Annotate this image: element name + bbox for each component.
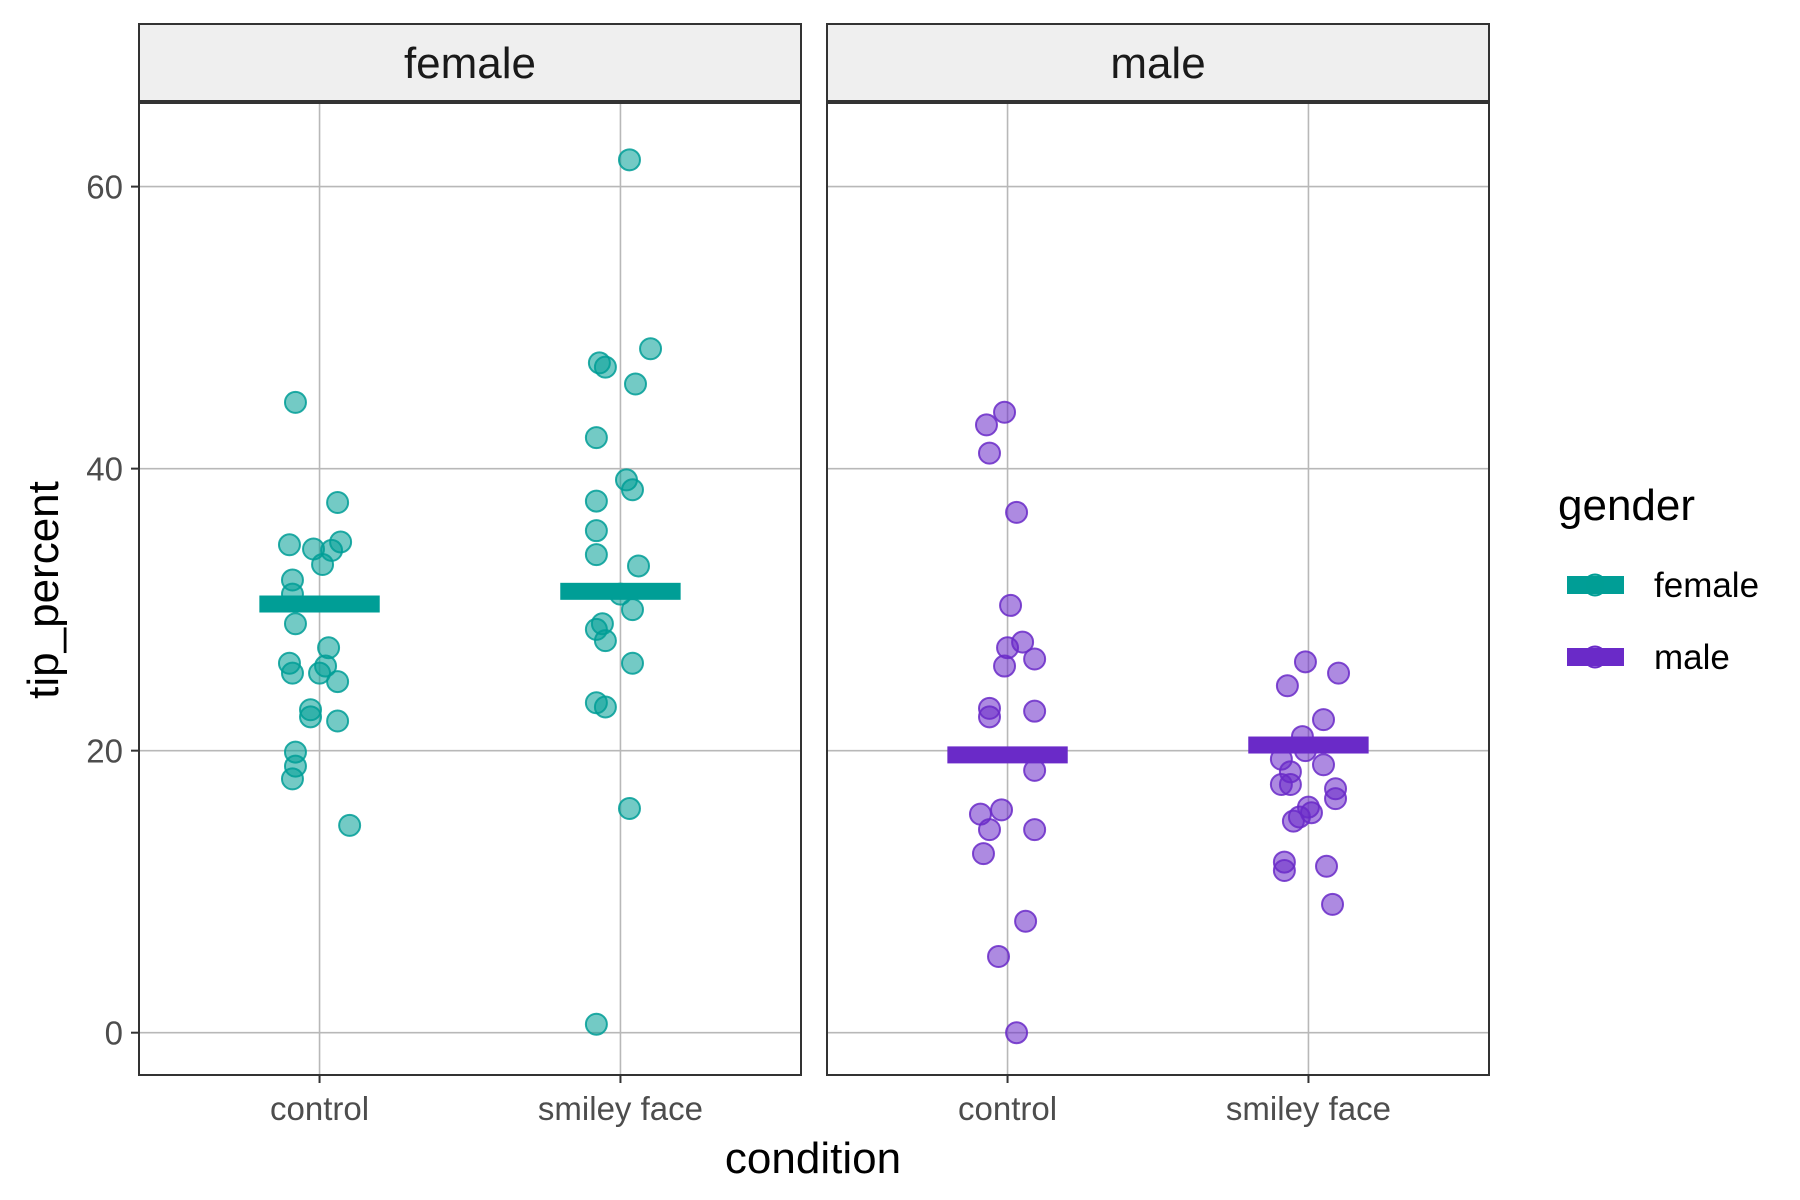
- data-point-female-smiley-face-12: [627, 554, 651, 578]
- data-point-male-smiley-face-21: [1321, 892, 1345, 916]
- x-axis-title: condition: [725, 1134, 901, 1183]
- y-tick-label-40: 40: [86, 451, 123, 488]
- x-tick-label-smiley-face: smiley face: [538, 1090, 703, 1127]
- data-point-male-smiley-face-8: [1312, 753, 1335, 777]
- data-point-female-control-2: [326, 490, 350, 514]
- legend-item-male: male: [1567, 638, 1730, 677]
- facet-panel-male: male control smiley face: [826, 23, 1490, 1127]
- legend-key-point: [1583, 645, 1607, 669]
- data-point-male-control-2: [993, 400, 1017, 424]
- y-tick-label-20: 20: [86, 733, 123, 770]
- data-point-male-smiley-face-1: [1293, 650, 1317, 674]
- data-point-female-control-10: [283, 612, 307, 636]
- data-point-male-control-4: [1005, 500, 1029, 524]
- data-point-male-control-5: [999, 593, 1023, 617]
- data-point-male-smiley-face-20: [1315, 854, 1339, 878]
- panel-background: [827, 102, 1489, 1075]
- data-point-female-control-1: [283, 390, 307, 414]
- data-point-male-control-17: [1023, 818, 1047, 842]
- data-point-female-smiley-face-18: [620, 651, 644, 675]
- data-point-female-control-18: [299, 705, 323, 729]
- legend-label: female: [1654, 566, 1759, 605]
- facet-strip: [138, 23, 802, 103]
- x-tick-label-control: control: [958, 1090, 1057, 1127]
- x-tick-label-smiley-face: smiley face: [1226, 1090, 1391, 1127]
- facet-panels: female control smiley face male control smile…: [138, 23, 1490, 1127]
- data-point-male-control-1: [974, 413, 998, 437]
- data-point-female-control-14: [280, 661, 304, 685]
- data-point-female-smiley-face-10: [584, 519, 608, 543]
- data-point-female-smiley-face-5: [624, 372, 647, 396]
- legend-label: male: [1654, 638, 1730, 677]
- mean-bar-male-smiley-face: [1248, 736, 1369, 754]
- data-point-female-smiley-face-1: [617, 148, 641, 172]
- y-tick-label-0: 0: [105, 1015, 123, 1052]
- data-point-male-control-19: [1014, 909, 1038, 933]
- mean-bar-female-control: [259, 595, 380, 613]
- facet-strip-label-female: female: [404, 39, 536, 88]
- data-point-male-control-16: [977, 818, 1001, 842]
- legend: gender female male: [1558, 481, 1759, 677]
- data-point-male-smiley-face-19: [1272, 859, 1296, 883]
- mean-bar-female-smiley-face: [560, 582, 681, 600]
- data-point-male-control-9: [1023, 647, 1047, 671]
- data-point-male-control-12: [1023, 699, 1047, 723]
- data-point-male-control-20: [987, 945, 1011, 969]
- y-axis-ticks: 0 20 40 60: [86, 169, 139, 1052]
- data-point-female-smiley-face-8: [620, 478, 644, 502]
- mean-bar-male-control: [947, 746, 1068, 764]
- data-point-male-smiley-face-2: [1327, 661, 1351, 685]
- y-axis-title: tip_percent: [19, 481, 68, 699]
- data-point-male-control-8: [993, 654, 1017, 678]
- data-point-female-smiley-face-2: [639, 337, 663, 361]
- y-tick-label-60: 60: [86, 169, 123, 206]
- data-point-male-control-3: [977, 441, 1001, 465]
- data-point-male-smiley-face-4: [1312, 708, 1335, 732]
- data-point-female-smiley-face-16: [593, 629, 617, 653]
- facet-strip-label-male: male: [1110, 39, 1205, 88]
- data-point-female-control-3: [277, 533, 301, 557]
- facet-panel-female: female control smiley face: [138, 23, 802, 1127]
- x-tick-label-control: control: [270, 1090, 369, 1127]
- data-point-female-control-19: [326, 709, 350, 733]
- data-point-female-control-16: [326, 670, 350, 694]
- legend-item-female: female: [1567, 566, 1759, 605]
- data-point-female-smiley-face-21: [617, 796, 641, 820]
- data-point-male-control-15: [990, 798, 1014, 822]
- data-point-female-smiley-face-17: [620, 598, 644, 622]
- data-point-male-smiley-face-17: [1281, 809, 1305, 833]
- data-point-female-smiley-face-9: [584, 489, 608, 513]
- data-point-female-smiley-face-4: [593, 355, 617, 379]
- panel-background: [139, 102, 801, 1075]
- facet-strip: [826, 23, 1490, 103]
- data-point-female-smiley-face-6: [584, 426, 608, 450]
- data-point-female-smiley-face-22: [584, 1012, 608, 1036]
- legend-title: gender: [1558, 481, 1695, 530]
- data-point-male-smiley-face-13: [1324, 787, 1348, 811]
- data-point-female-control-22: [280, 767, 304, 791]
- data-point-female-control-7: [311, 553, 335, 577]
- data-point-male-control-18: [971, 842, 995, 866]
- data-point-male-smiley-face-3: [1275, 674, 1299, 698]
- data-point-male-smiley-face-11: [1278, 773, 1302, 797]
- data-point-male-control-21: [1005, 1021, 1029, 1045]
- data-point-female-smiley-face-20: [593, 695, 617, 719]
- legend-key-point: [1583, 573, 1607, 597]
- data-point-female-smiley-face-11: [584, 543, 608, 567]
- data-point-male-control-11: [977, 705, 1001, 729]
- data-point-female-control-23: [338, 813, 362, 837]
